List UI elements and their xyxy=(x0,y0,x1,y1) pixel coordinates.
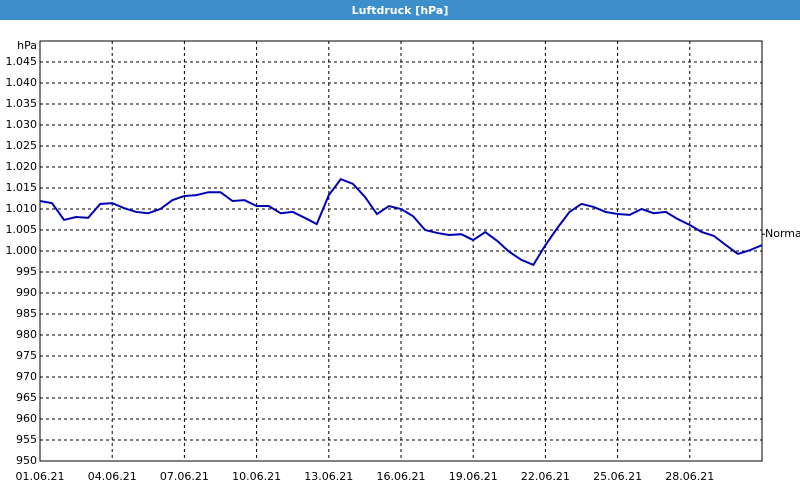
y-tick-label: 1.000 xyxy=(6,244,38,257)
title-bar xyxy=(0,0,800,20)
y-tick-label: 1.030 xyxy=(6,118,38,131)
y-tick-label: 975 xyxy=(16,349,37,362)
x-tick-label: 16.06.21 xyxy=(377,470,426,483)
y-tick-label: 960 xyxy=(16,412,37,425)
y-tick-label: 980 xyxy=(16,328,37,341)
x-tick-label: 07.06.21 xyxy=(160,470,209,483)
y-tick-label: 970 xyxy=(16,370,37,383)
y-tick-label: 1.005 xyxy=(6,223,38,236)
chart-title: Luftdruck [hPa] xyxy=(352,4,449,17)
y-tick-label: 950 xyxy=(16,454,37,467)
x-tick-label: 25.06.21 xyxy=(593,470,642,483)
y-tick-label: 965 xyxy=(16,391,37,404)
y-tick-label: 990 xyxy=(16,286,37,299)
y-tick-label: 1.025 xyxy=(6,139,38,152)
x-tick-label: 13.06.21 xyxy=(304,470,353,483)
y-tick-label: 1.035 xyxy=(6,97,38,110)
y-tick-label: 1.015 xyxy=(6,181,38,194)
x-tick-label: 22.06.21 xyxy=(521,470,570,483)
x-tick-label: 10.06.21 xyxy=(232,470,281,483)
y-tick-label: 1.045 xyxy=(6,55,38,68)
line xyxy=(39,177,763,267)
x-tick-label: 28.06.21 xyxy=(665,470,714,483)
y-tick-label: 1.010 xyxy=(6,202,38,215)
y-tick-label: 1.020 xyxy=(6,160,38,173)
annotation: Normal xyxy=(765,227,800,240)
y-tick-label: 995 xyxy=(16,265,37,278)
x-tick-label: 01.06.21 xyxy=(16,470,65,483)
x-tick-label: 19.06.21 xyxy=(449,470,498,483)
y-tick-label: 955 xyxy=(16,433,37,446)
y-axis-label: hPa xyxy=(17,39,37,52)
y-tick-label: 1.040 xyxy=(6,76,38,89)
y-tick-label: 985 xyxy=(16,307,37,320)
x-tick-label: 04.06.21 xyxy=(88,470,137,483)
